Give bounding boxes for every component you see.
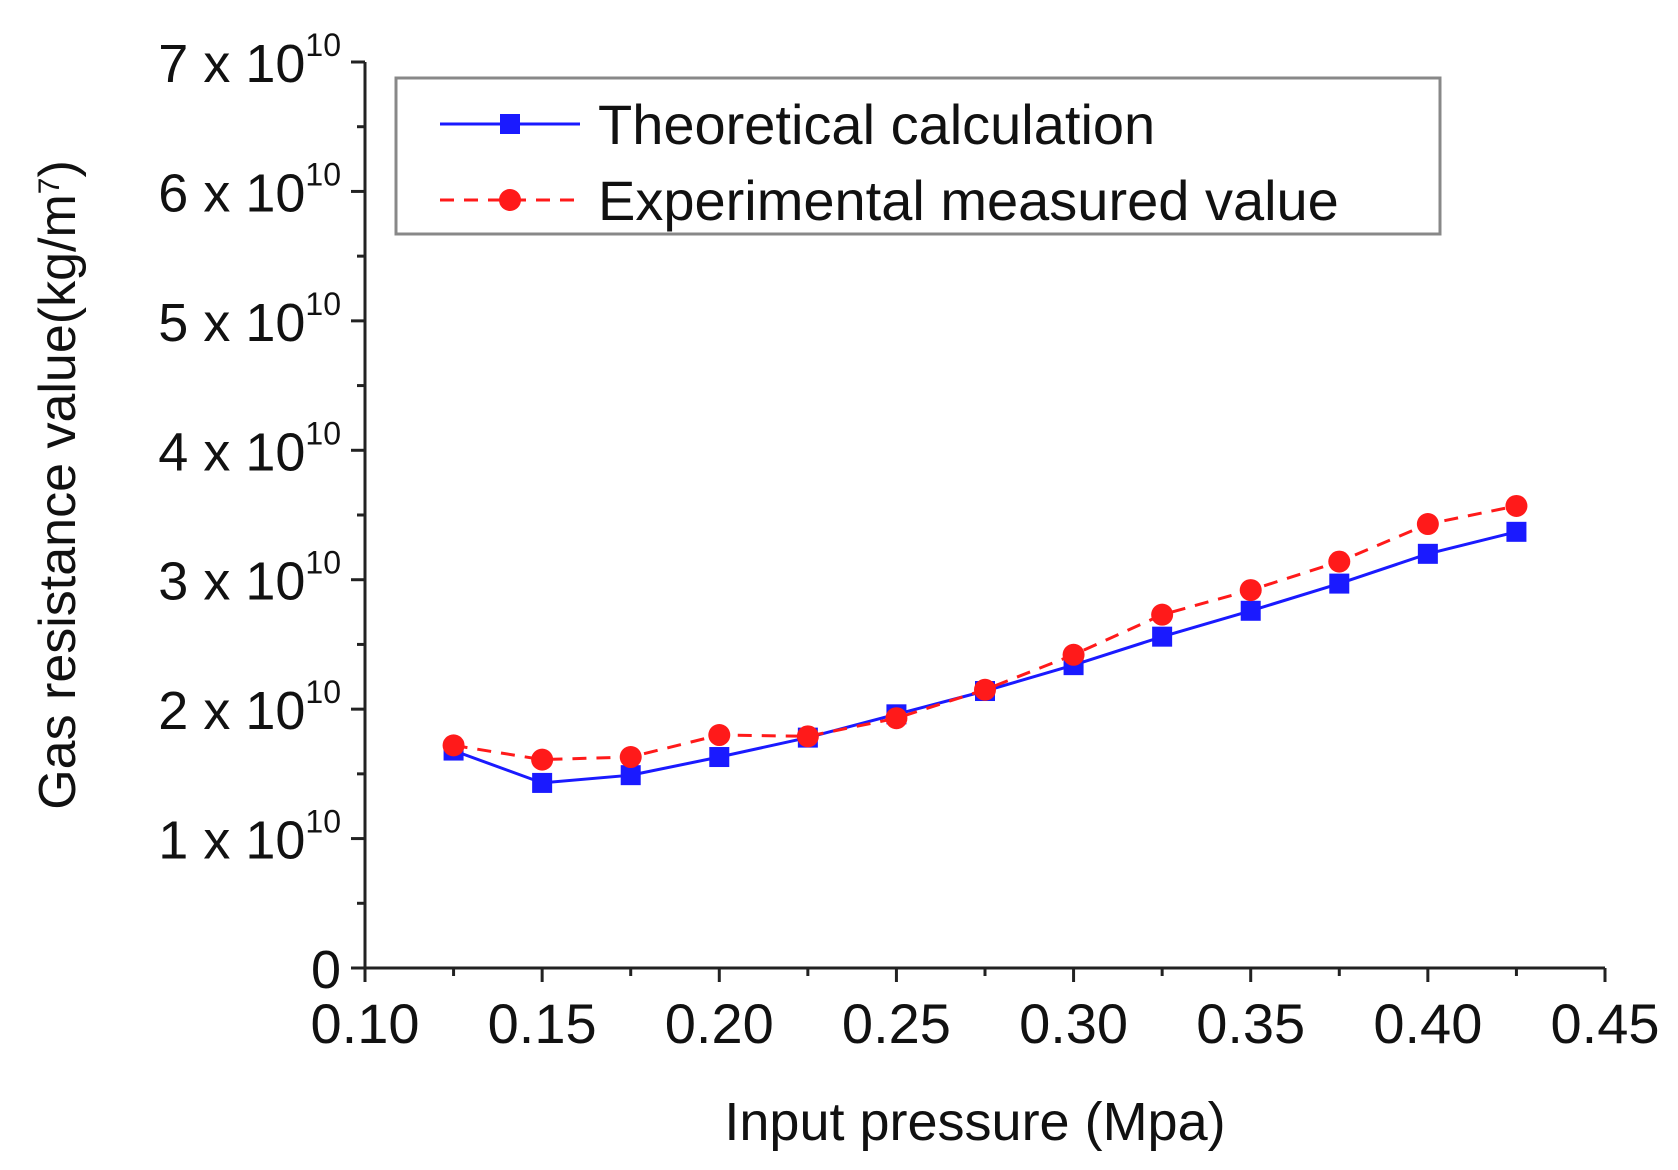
legend-box [394, 76, 1442, 236]
y-tick-mantissa: 4 x 10 [158, 422, 305, 482]
y-tick-mantissa: 3 x 10 [158, 552, 305, 612]
data-point [796, 725, 819, 748]
data-point [1151, 603, 1174, 626]
legend-label-1: Experimental measured value [598, 169, 1339, 232]
y-tick-label: 6 x 1010 [158, 156, 341, 223]
y-axis-title-superscript: 7 [33, 178, 66, 195]
data-point [620, 765, 641, 786]
data-point [1152, 626, 1173, 647]
y-tick-exponent: 10 [305, 415, 341, 451]
y-tick-label: 3 x 1010 [158, 545, 341, 612]
data-point [708, 724, 731, 747]
y-tick-label: 7 x 1010 [158, 27, 341, 94]
series-layer [442, 494, 1528, 793]
y-tick-mantissa: 6 x 10 [158, 163, 305, 223]
y-tick-mantissa: 5 x 10 [158, 293, 305, 353]
legend-label-0: Theoretical calculation [598, 93, 1155, 156]
x-axis-title: Input pressure (Mpa) [724, 1092, 1225, 1152]
y-tick-mantissa: 2 x 10 [158, 681, 305, 741]
y-axis-title-main: Gas resistance value(kg/m [29, 194, 87, 810]
data-point [1240, 600, 1261, 621]
y-tick-label: 1 x 1010 [158, 804, 341, 871]
x-tick-label: 0.40 [1373, 992, 1482, 1055]
x-tick-label: 0.30 [1019, 992, 1128, 1055]
data-point [1505, 494, 1528, 517]
data-point [1062, 643, 1085, 666]
y-tick-exponent: 10 [305, 674, 341, 710]
x-tick-label: 0.15 [488, 992, 597, 1055]
y-tick-label: 2 x 1010 [158, 674, 341, 741]
data-point [1416, 513, 1439, 536]
y-axis-title: Gas resistance value(kg/m7) [29, 160, 87, 810]
y-tick-label: 5 x 1010 [158, 286, 341, 353]
y-tick-label: 4 x 1010 [158, 415, 341, 482]
y-tick-mantissa: 7 x 10 [158, 34, 305, 94]
legend: Theoretical calculation Experimental meas… [394, 76, 1442, 236]
data-point [442, 734, 465, 757]
x-tick-label: 0.10 [311, 992, 420, 1055]
y-tick-exponent: 10 [305, 804, 341, 840]
y-tick-exponent: 10 [305, 545, 341, 581]
data-point [709, 747, 730, 768]
y-tick-label: 0 [311, 940, 341, 1000]
data-point [1417, 543, 1438, 564]
data-point [619, 746, 642, 769]
x-tick-label: 0.20 [665, 992, 774, 1055]
y-tick-exponent: 10 [305, 156, 341, 192]
legend-marker-1 [499, 189, 521, 211]
legend-marker-0 [500, 114, 520, 134]
y-tick-exponent: 10 [305, 286, 341, 322]
data-point [1328, 550, 1351, 573]
y-tick-mantissa: 0 [311, 940, 341, 1000]
data-point [1239, 579, 1262, 602]
y-tick-exponent: 10 [305, 27, 341, 63]
data-point [531, 748, 554, 771]
y-tick-mantissa: 1 x 10 [158, 811, 305, 871]
y-axis-title-close: ) [29, 160, 87, 177]
series-1 [442, 494, 1528, 771]
data-point [885, 707, 908, 730]
x-tick-label: 0.35 [1196, 992, 1305, 1055]
x-tick-label: 0.25 [842, 992, 951, 1055]
data-point [974, 678, 996, 701]
data-point [532, 772, 553, 793]
data-point [1329, 573, 1350, 594]
x-tick-label: 0.45 [1551, 992, 1660, 1055]
data-point [1506, 521, 1527, 542]
